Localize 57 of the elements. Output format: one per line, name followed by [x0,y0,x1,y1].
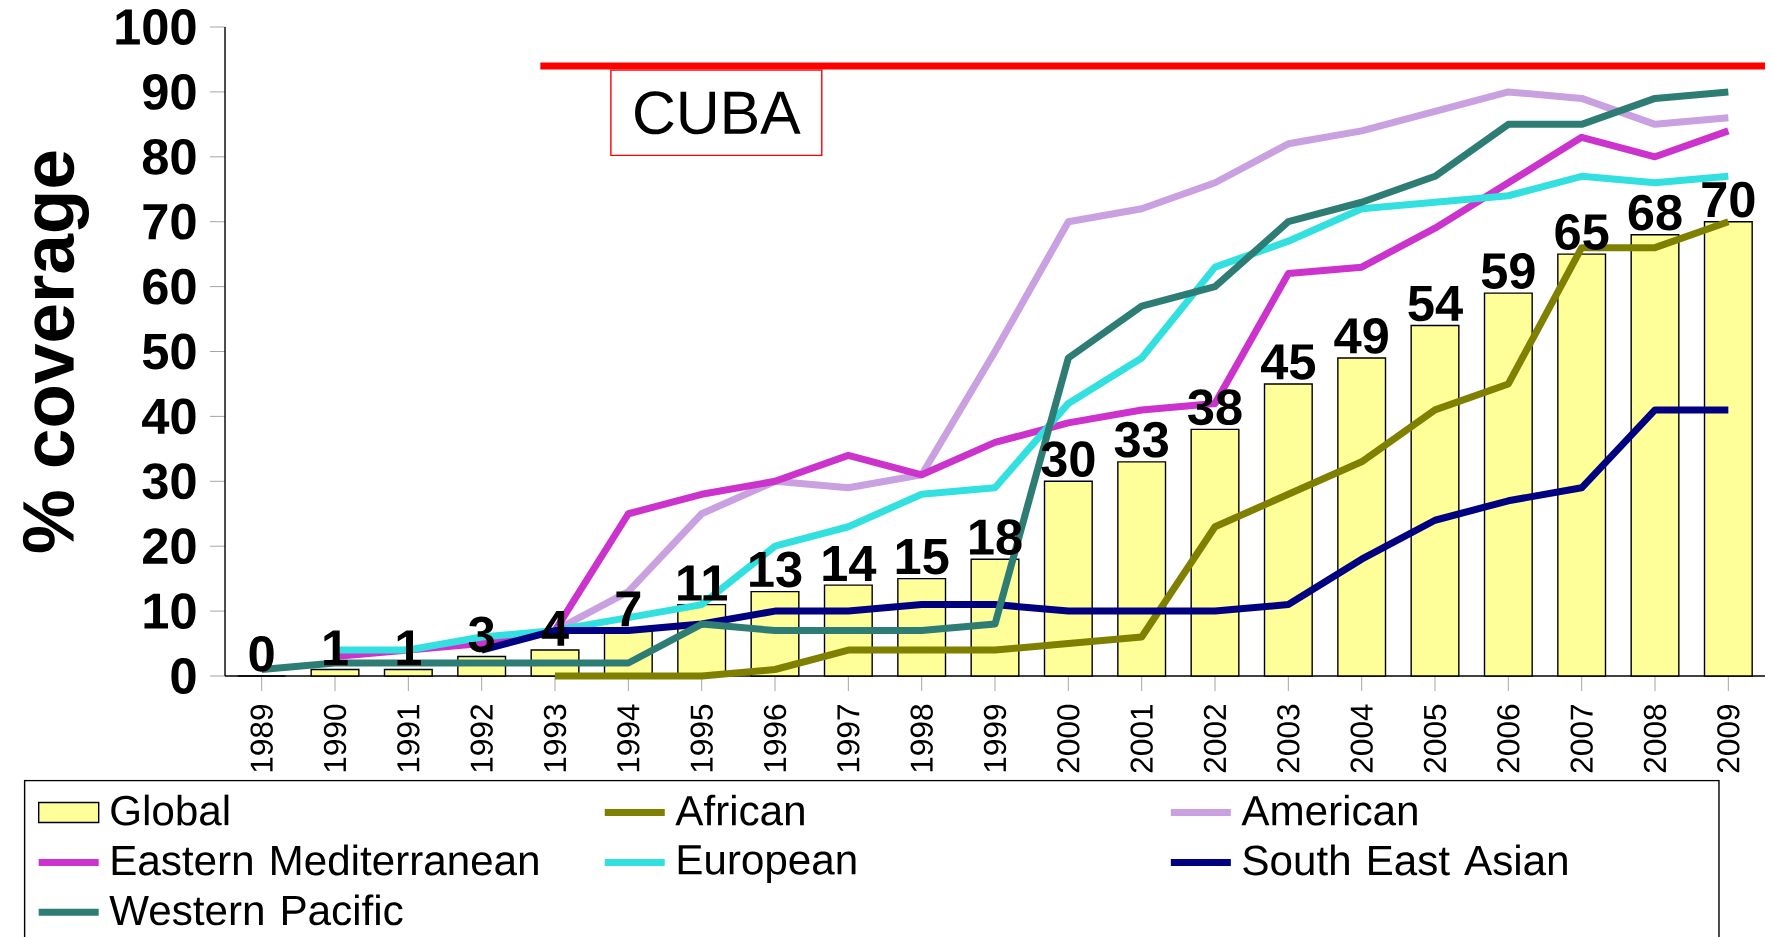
x-tick-label: 2006 [1497,704,1520,773]
x-tick-label: 1995 [690,704,713,772]
x-tick-label: 2000 [1057,704,1080,773]
y-tick-label: 80 [142,138,196,175]
x-tick-label: 1997 [837,705,860,772]
x-tick-label: 1998 [910,704,933,772]
x-tick-label: 1993 [543,704,567,772]
x-tick-label: 1994 [617,704,640,772]
y-tick-label: 100 [116,9,196,45]
data-label: 54 [1408,286,1463,322]
data-label: 33 [1114,421,1168,458]
legend-label: South East Asian [1243,844,1567,876]
y-tick-label: 30 [142,463,196,500]
legend-label: Eastern Mediterranean [112,844,538,876]
x-tick-label: 2004 [1350,704,1373,773]
x-tick-label: 1996 [763,704,787,772]
x-tick-label: 2002 [1203,705,1227,773]
data-label: 70 [1702,181,1755,218]
x-tick-label: 1990 [323,704,347,772]
legend-label: European [678,845,856,884]
data-label: 4 [541,610,569,646]
x-tick-label: 2007 [1570,705,1593,773]
x-tick-label: 2005 [1423,704,1447,773]
ref-line-label: CUBA [635,91,801,135]
data-label: 15 [896,539,949,575]
x-tick-label: 2003 [1277,704,1300,773]
data-label: 49 [1334,317,1388,354]
x-tick-label: 2009 [1717,704,1740,773]
data-label: 3 [468,616,494,653]
y-axis-title: % coverage [22,151,90,553]
x-tick-label: 1991 [397,704,420,772]
data-label: 13 [750,551,802,588]
data-label: 0 [249,635,274,672]
data-label: 1 [324,630,348,666]
y-tick-label: 70 [143,203,196,240]
data-label: 14 [823,546,877,581]
legend-label: Global [111,794,229,826]
legend-label: Western Pacific [109,894,403,926]
y-tick-label: 50 [142,333,196,370]
y-tick-label: 60 [143,268,196,305]
y-tick-label: 20 [143,528,196,565]
y-tick-label: 90 [143,74,196,110]
y-tick-label: 10 [144,593,196,630]
data-label: 11 [678,565,728,601]
data-label: 45 [1260,344,1316,380]
y-tick-label: 0 [171,658,196,694]
y-tick-label: 40 [142,398,196,435]
legend-label: African [675,794,804,826]
legend-label: American [1241,794,1417,826]
x-tick-label: 1992 [470,705,493,772]
x-tick-label: 1999 [983,704,1007,772]
data-label: 65 [1555,214,1609,250]
data-label: 59 [1481,253,1535,289]
x-tick-label: 2001 [1130,704,1153,773]
data-label: 68 [1628,194,1682,231]
x-tick-label: 2008 [1643,704,1667,773]
x-tick-label: 1989 [250,704,273,772]
